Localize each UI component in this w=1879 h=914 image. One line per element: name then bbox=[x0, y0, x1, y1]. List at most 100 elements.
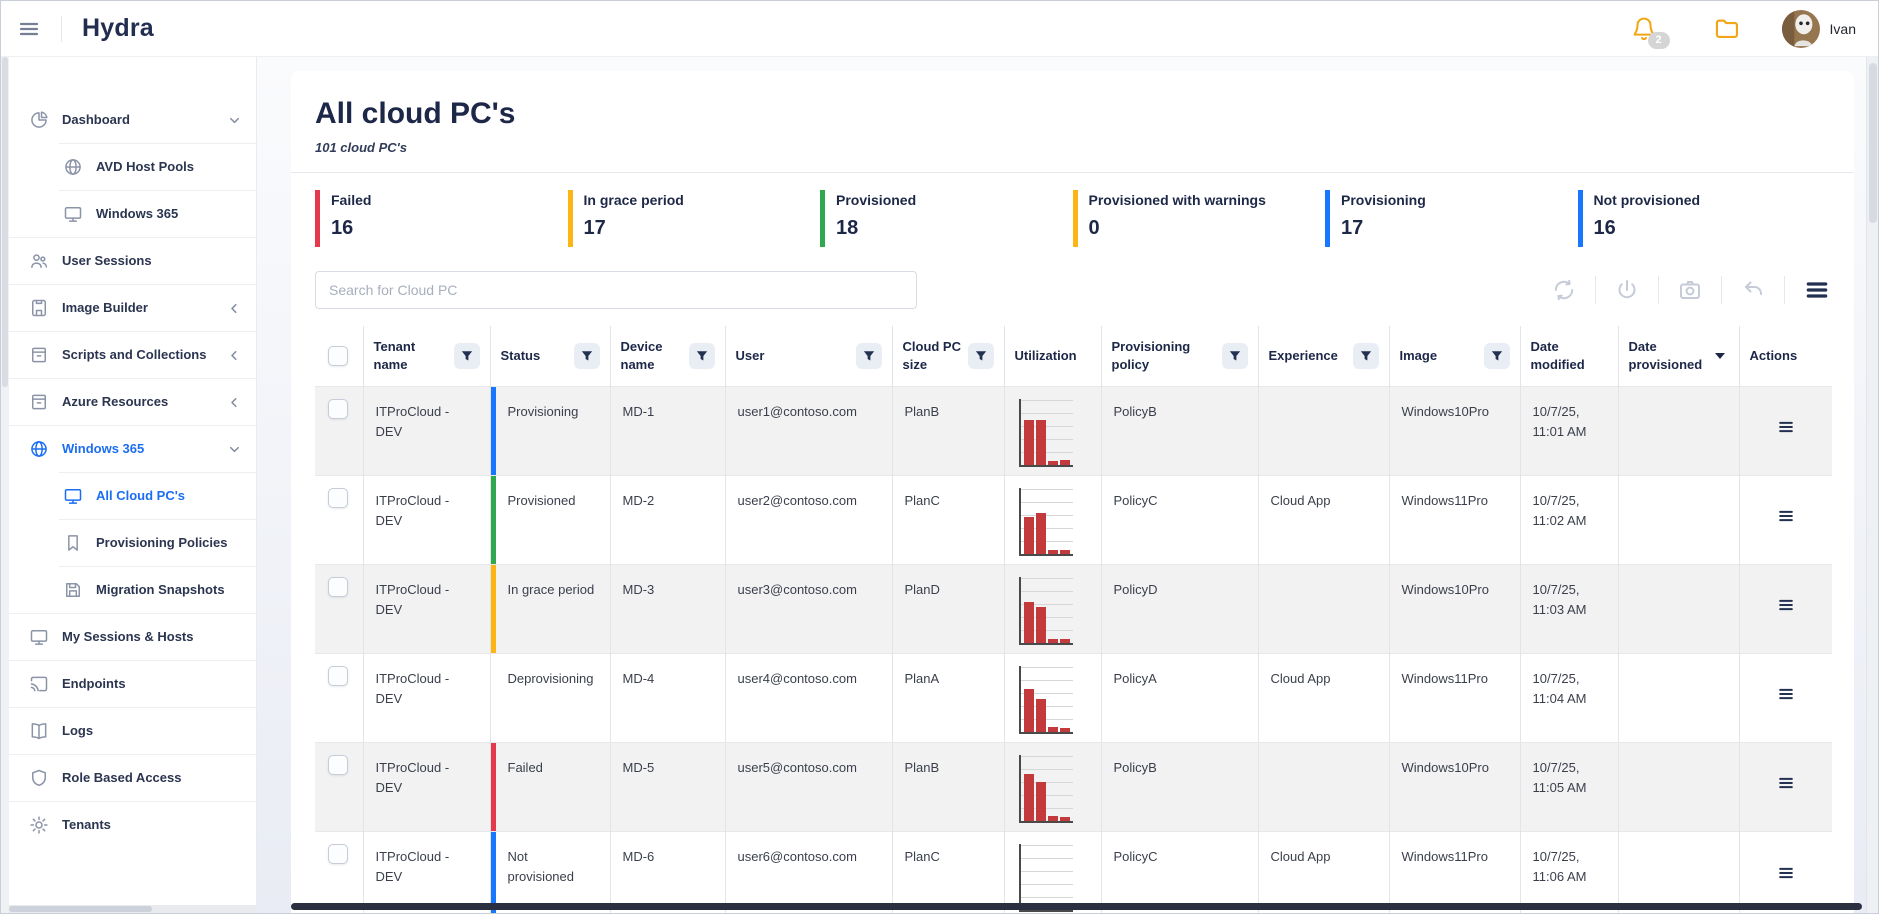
cell-status: Failed bbox=[490, 742, 610, 831]
sidebar-item-logs[interactable]: Logs bbox=[9, 708, 256, 754]
cell-experience bbox=[1258, 742, 1389, 831]
sidebar-item-my-sessions-hosts[interactable]: My Sessions & Hosts bbox=[9, 614, 256, 660]
cell-tenant: ITProCloud - DEV bbox=[363, 653, 490, 742]
hamburger-menu-icon[interactable] bbox=[17, 17, 41, 41]
sidebar-item-endpoints[interactable]: Endpoints bbox=[9, 661, 256, 707]
sidebar-item-tenants[interactable]: Tenants bbox=[9, 802, 256, 848]
sidebar-item-windows-365-section[interactable]: Windows 365 bbox=[9, 426, 256, 472]
sidebar-item-scripts-and-collections[interactable]: Scripts and Collections bbox=[9, 332, 256, 378]
filter-button-device-name[interactable] bbox=[689, 343, 715, 369]
columns-menu-icon[interactable] bbox=[1804, 277, 1830, 303]
sidebar-item-image-builder[interactable]: Image Builder bbox=[9, 285, 256, 331]
cell-date-modified: 10/7/25, 11:06 AM bbox=[1520, 831, 1618, 914]
cell-size: PlanC bbox=[892, 475, 1004, 564]
main-content: All cloud PC's 101 cloud PC's Failed16 I… bbox=[256, 57, 1878, 913]
sidebar-item-provisioning-policies[interactable]: Provisioning Policies bbox=[9, 520, 256, 566]
sidebar-item-dashboard[interactable]: Dashboard bbox=[9, 97, 256, 143]
cell-date-provisioned bbox=[1618, 653, 1739, 742]
cell-date-provisioned bbox=[1618, 742, 1739, 831]
power-icon[interactable] bbox=[1615, 278, 1639, 302]
sidebar-item-role-based-access[interactable]: Role Based Access bbox=[9, 755, 256, 801]
status-summary-cards: Failed16 In grace period17 Provisioned18… bbox=[315, 190, 1830, 247]
row-checkbox[interactable] bbox=[328, 755, 348, 775]
column-header-utilization: Utilization bbox=[1015, 347, 1077, 365]
monitor-icon bbox=[29, 627, 49, 647]
select-all-checkbox[interactable] bbox=[328, 346, 348, 366]
row-checkbox[interactable] bbox=[328, 577, 348, 597]
row-checkbox[interactable] bbox=[328, 399, 348, 419]
sort-desc-icon[interactable] bbox=[1715, 353, 1725, 359]
refresh-icon[interactable] bbox=[1552, 278, 1576, 302]
cell-utilization bbox=[1004, 831, 1101, 914]
utilization-chart bbox=[1019, 844, 1073, 912]
sidebar-item-all-cloud-pcs[interactable]: All Cloud PC's bbox=[9, 473, 256, 519]
vertical-scrollbar[interactable] bbox=[1866, 57, 1878, 913]
horizontal-scrollbar[interactable] bbox=[291, 903, 1862, 910]
row-actions-menu-icon[interactable] bbox=[1776, 863, 1796, 883]
filter-button-user[interactable] bbox=[856, 343, 882, 369]
cell-status: Not provisioned bbox=[490, 831, 610, 914]
sidebar-item-label: All Cloud PC's bbox=[96, 488, 185, 504]
row-checkbox[interactable] bbox=[328, 488, 348, 508]
cell-status: In grace period bbox=[490, 564, 610, 653]
row-actions-menu-icon[interactable] bbox=[1776, 595, 1796, 615]
main-card: All cloud PC's 101 cloud PC's Failed16 I… bbox=[291, 71, 1854, 914]
filter-button-experience[interactable] bbox=[1353, 343, 1379, 369]
cell-image: Windows10Pro bbox=[1389, 742, 1520, 831]
summary-card-failed: Failed16 bbox=[315, 190, 568, 247]
sidebar-item-label: AVD Host Pools bbox=[96, 159, 194, 175]
filter-button-cloud-pc-size[interactable] bbox=[968, 343, 994, 369]
row-checkbox[interactable] bbox=[328, 844, 348, 864]
undo-icon[interactable] bbox=[1741, 278, 1765, 302]
camera-icon[interactable] bbox=[1678, 278, 1702, 302]
cell-device: MD-6 bbox=[610, 831, 725, 914]
column-header-status: Status bbox=[501, 347, 541, 365]
filter-button-status[interactable] bbox=[574, 343, 600, 369]
column-header-provisioning-policy: Provisioning policy bbox=[1112, 338, 1216, 373]
cell-user: user4@contoso.com bbox=[725, 653, 892, 742]
sidebar-horizontal-scrollbar[interactable] bbox=[9, 905, 256, 913]
filter-funnel-icon bbox=[1360, 350, 1372, 362]
sidebar-item-windows-365[interactable]: Windows 365 bbox=[9, 191, 256, 237]
filter-button-provisioning-policy[interactable] bbox=[1222, 343, 1248, 369]
utilization-chart bbox=[1019, 577, 1073, 645]
status-accent-bar bbox=[568, 190, 573, 247]
utilization-chart bbox=[1019, 399, 1073, 467]
row-checkbox[interactable] bbox=[328, 666, 348, 686]
status-accent-bar bbox=[1325, 190, 1330, 247]
cell-policy: PolicyB bbox=[1101, 386, 1258, 475]
cell-size: PlanB bbox=[892, 386, 1004, 475]
search-input[interactable] bbox=[315, 271, 917, 309]
cell-policy: PolicyC bbox=[1101, 831, 1258, 914]
table-row: ITProCloud - DEV Provisioned MD-2 user2@… bbox=[315, 475, 1832, 564]
row-actions-menu-icon[interactable] bbox=[1776, 417, 1796, 437]
sidebar-item-avd-host-pools[interactable]: AVD Host Pools bbox=[9, 144, 256, 190]
files-button[interactable] bbox=[1713, 15, 1740, 42]
row-actions-menu-icon[interactable] bbox=[1776, 773, 1796, 793]
globe-icon bbox=[63, 157, 83, 177]
table-row: ITProCloud - DEV Failed MD-5 user5@conto… bbox=[315, 742, 1832, 831]
pie-chart-icon bbox=[29, 110, 49, 130]
filter-button-tenant-name[interactable] bbox=[454, 343, 480, 369]
page-subtitle: 101 cloud PC's bbox=[315, 140, 1830, 155]
cell-image: Windows11Pro bbox=[1389, 831, 1520, 914]
app-body: Dashboard AVD Host Pools Windows 365 Use… bbox=[1, 57, 1878, 913]
cell-image: Windows10Pro bbox=[1389, 386, 1520, 475]
cell-policy: PolicyC bbox=[1101, 475, 1258, 564]
row-actions-menu-icon[interactable] bbox=[1776, 684, 1796, 704]
app-title: Hydra bbox=[82, 14, 154, 43]
sidebar-item-label: Tenants bbox=[62, 817, 111, 833]
sidebar-scrollbar[interactable] bbox=[1, 57, 9, 913]
sidebar-item-label: Provisioning Policies bbox=[96, 535, 227, 551]
table-row: ITProCloud - DEV Deprovisioning MD-4 use… bbox=[315, 653, 1832, 742]
cell-utilization bbox=[1004, 475, 1101, 564]
filter-button-image[interactable] bbox=[1484, 343, 1510, 369]
divider bbox=[291, 172, 1854, 173]
row-actions-menu-icon[interactable] bbox=[1776, 506, 1796, 526]
sidebar-item-user-sessions[interactable]: User Sessions bbox=[9, 238, 256, 284]
notifications-button[interactable]: 2 bbox=[1631, 16, 1657, 42]
sidebar-item-migration-snapshots[interactable]: Migration Snapshots bbox=[9, 567, 256, 613]
column-header-device-name: Device name bbox=[621, 338, 683, 373]
avatar[interactable] bbox=[1782, 10, 1820, 48]
sidebar-item-azure-resources[interactable]: Azure Resources bbox=[9, 379, 256, 425]
